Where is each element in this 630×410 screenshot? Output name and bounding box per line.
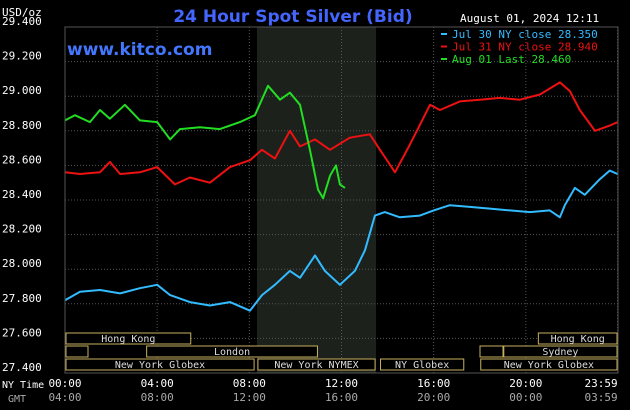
series-line — [64, 84, 346, 200]
session-box — [479, 345, 504, 358]
timestamp: August 01, 2024 12:11 — [460, 12, 599, 25]
session-label: New York NYMEX — [274, 360, 358, 371]
session-label: NY Globex — [395, 360, 449, 371]
y-tick-label: 27.800 — [2, 292, 42, 305]
x-axis-label: NY Time — [2, 380, 44, 391]
secondary-x-tick-label: 12:00 — [233, 391, 266, 404]
secondary-x-tick-label: 04:00 — [48, 391, 81, 404]
x-tick-label: 20:00 — [509, 377, 542, 390]
y-tick-label: 29.200 — [2, 50, 42, 63]
session-label: London — [214, 347, 250, 358]
session-label: New York Globex — [504, 360, 594, 371]
secondary-x-tick-label: 16:00 — [325, 391, 358, 404]
session-label: New York Globex — [115, 360, 205, 371]
secondary-x-tick-label: 08:00 — [141, 391, 174, 404]
y-tick-label: 29.000 — [2, 84, 42, 97]
y-tick-label: 27.400 — [2, 361, 42, 374]
secondary-x-tick-label: 20:00 — [417, 391, 450, 404]
session-bar — [146, 345, 318, 358]
x-tick-label: 12:00 — [325, 377, 358, 390]
session-bar — [65, 358, 255, 371]
session-label: Hong Kong — [101, 334, 155, 345]
x-tick-label: 23:59 — [584, 377, 617, 390]
session-bar — [537, 332, 618, 345]
unit-label: USD/oz — [2, 6, 42, 19]
session-bar — [257, 358, 376, 371]
series-line — [64, 81, 618, 186]
y-tick-label: 28.200 — [2, 223, 42, 236]
y-tick-label: 28.800 — [2, 119, 42, 132]
chart-title: 24 Hour Spot Silver (Bid) — [173, 7, 412, 27]
session-label: Hong Kong — [551, 334, 605, 345]
legend-entry: Jul 31 NY close 28.940 — [452, 41, 598, 54]
y-tick-label: 27.600 — [2, 326, 42, 339]
series-line — [64, 169, 618, 312]
y-tick-label: 28.400 — [2, 188, 42, 201]
y-tick-label: 28.600 — [2, 153, 42, 166]
secondary-x-tick-label: 00:00 — [509, 391, 542, 404]
secondary-x-tick-label: 03:59 — [584, 391, 617, 404]
x-tick-label: 08:00 — [233, 377, 266, 390]
plot-border — [64, 26, 619, 374]
session-shade — [256, 27, 377, 373]
session-bar — [480, 358, 618, 371]
session-bar — [380, 358, 465, 371]
session-bar — [65, 332, 192, 345]
session-bar — [503, 345, 618, 358]
y-tick-label: 28.000 — [2, 257, 42, 270]
y-tick-label: 29.400 — [2, 15, 42, 28]
x-tick-label: 00:00 — [48, 377, 81, 390]
x-tick-label: 04:00 — [141, 377, 174, 390]
legend-entry: Aug 01 Last 28.460 — [452, 53, 571, 66]
session-label: Sydney — [542, 347, 578, 358]
secondary-x-axis-label: GMT — [8, 394, 26, 405]
legend-entry: Jul 30 NY close 28.350 — [452, 28, 598, 41]
x-tick-label: 16:00 — [417, 377, 450, 390]
session-box — [65, 345, 89, 358]
watermark: www.kitco.com — [67, 40, 212, 60]
